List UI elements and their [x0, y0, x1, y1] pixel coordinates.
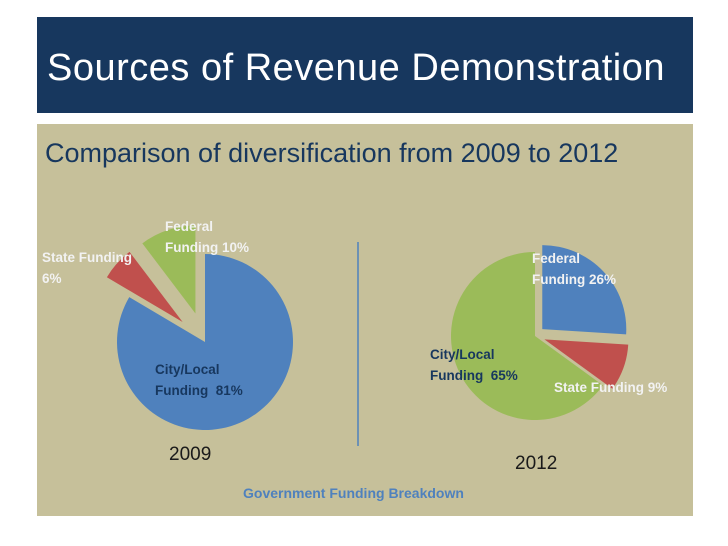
pie-slice-2009-federal-funding — [142, 225, 196, 314]
title-bar: Sources of Revenue Demonstration — [37, 17, 693, 113]
pie-charts — [106, 225, 629, 446]
pie-slice-2009-state-funding — [106, 251, 183, 323]
pie-slice-2012-state-funding — [544, 339, 629, 389]
pie-slice-2012-federal-funding — [542, 245, 627, 335]
pie-slice-2009-city-local-funding — [117, 254, 294, 430]
label-2012-federal: Federal Funding 26% — [532, 251, 616, 287]
pie-2009 — [106, 225, 294, 430]
year-2009: 2009 — [169, 444, 212, 465]
label-2009-city: City/Local Funding 81% — [155, 362, 243, 398]
pie-2012 — [450, 245, 629, 420]
label-2009-state: State Funding 6% — [42, 250, 132, 286]
chart-footer: Government Funding Breakdown — [243, 485, 464, 501]
content-panel: Comparison of diversification from 2009 … — [37, 124, 693, 516]
label-2012-state: State Funding 9% — [554, 380, 668, 395]
label-2012-city: City/Local Funding 65% — [430, 347, 518, 383]
year-2012: 2012 — [515, 453, 558, 474]
slide-subtitle: Comparison of diversification from 2009 … — [45, 138, 619, 168]
label-2009-federal: Federal Funding 10% — [165, 219, 249, 255]
pie-slice-2012-city-local-funding — [450, 252, 603, 420]
slide-title: Sources of Revenue Demonstration — [47, 47, 665, 89]
